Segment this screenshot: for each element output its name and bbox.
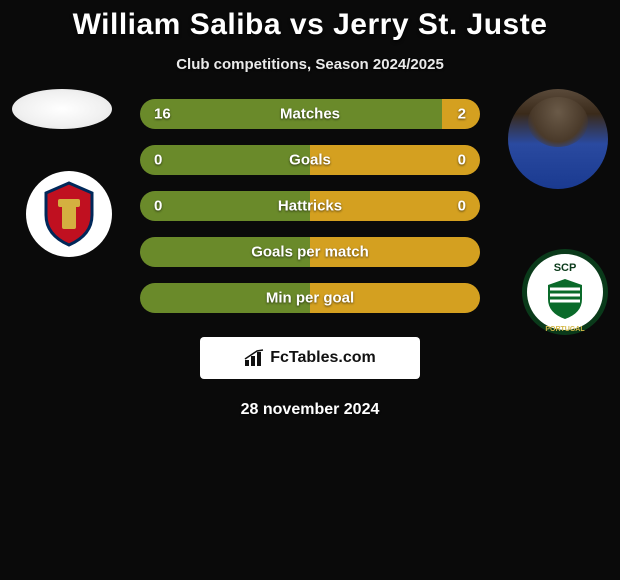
bar-right-fill [310,145,480,175]
player-right-photo [508,89,608,189]
stat-label: Goals [289,152,331,169]
arsenal-icon [34,179,104,249]
watermark: FcTables.com [200,337,420,379]
stat-right-value: 0 [458,198,466,215]
club-badge-right: SCP PORTUGAL [522,249,608,335]
club-badge-left [26,171,112,257]
stat-bars: 16 Matches 2 0 Goals 0 0 Hattricks 0 Goa… [140,99,480,329]
stat-row: 0 Goals 0 [140,145,480,175]
chart-icon [244,349,264,367]
stat-right-value: 2 [458,106,466,123]
stat-row: 16 Matches 2 [140,99,480,129]
bar-left-fill [140,145,310,175]
stat-label: Hattricks [278,198,342,215]
stat-row: Goals per match [140,237,480,267]
stat-left-value: 0 [154,152,162,169]
page-title: William Saliba vs Jerry St. Juste [73,8,548,42]
svg-text:PORTUGAL: PORTUGAL [545,326,585,333]
svg-text:SCP: SCP [554,262,577,274]
comparison-card: William Saliba vs Jerry St. Juste Club c… [0,0,620,580]
stat-label: Matches [280,106,340,123]
stat-row: Min per goal [140,283,480,313]
stat-row: 0 Hattricks 0 [140,191,480,221]
player-left-photo [12,89,112,129]
stat-label: Min per goal [266,290,354,307]
date-label: 28 november 2024 [0,401,620,419]
stat-left-value: 0 [154,198,162,215]
sporting-icon: SCP PORTUGAL [522,249,608,335]
stat-label: Goals per match [251,244,369,261]
content-area: SCP PORTUGAL 16 Matches 2 0 Goals 0 0 [0,99,620,580]
subtitle: Club competitions, Season 2024/2025 [176,56,444,73]
watermark-text: FcTables.com [270,349,376,367]
stat-left-value: 16 [154,106,171,123]
stat-right-value: 0 [458,152,466,169]
